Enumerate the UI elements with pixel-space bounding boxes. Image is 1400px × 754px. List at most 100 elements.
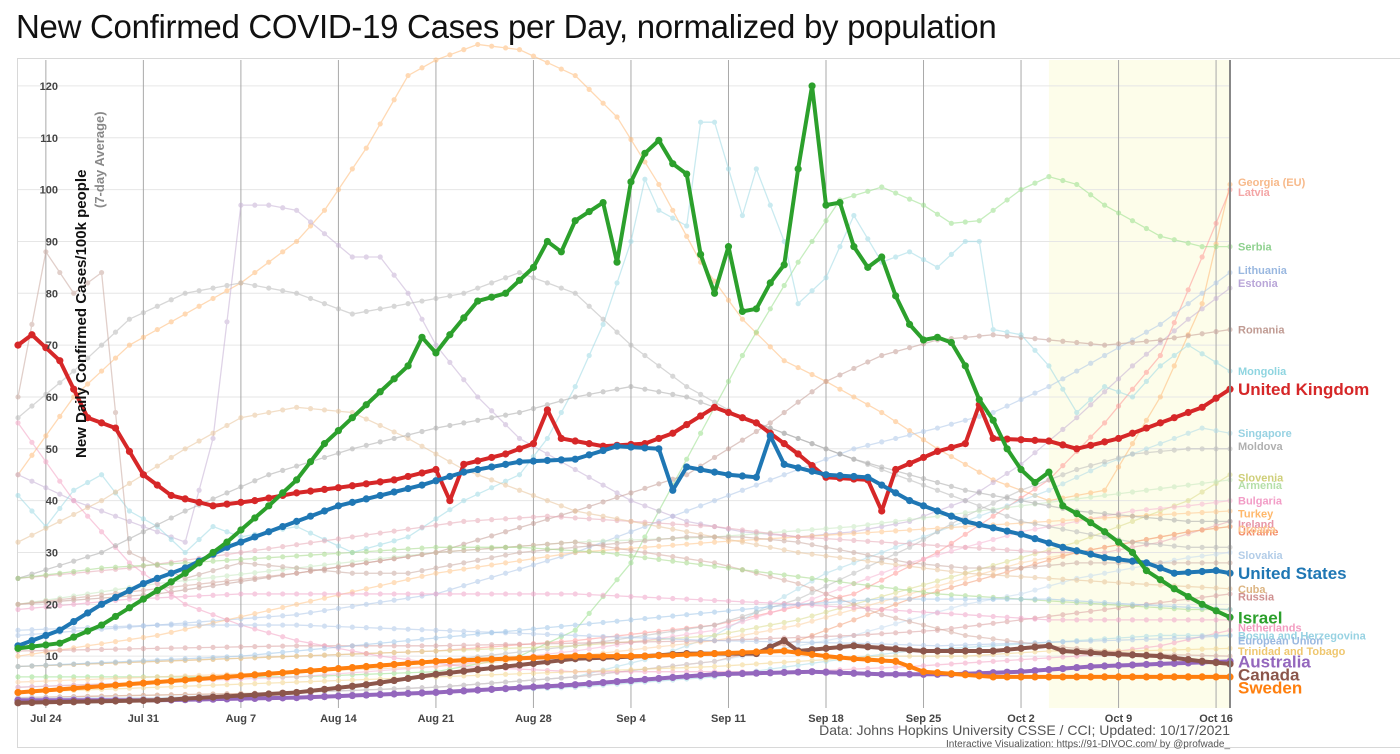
data-point <box>614 634 620 640</box>
data-point <box>1003 646 1011 654</box>
data-point <box>154 463 160 469</box>
data-point <box>153 481 161 489</box>
data-point <box>1102 202 1108 208</box>
data-point <box>934 610 941 616</box>
data-point <box>585 208 593 216</box>
data-point <box>15 601 21 607</box>
data-point <box>670 391 676 397</box>
data-point <box>1143 351 1150 357</box>
data-point <box>307 598 314 604</box>
data-point <box>97 419 106 427</box>
data-point <box>767 600 773 606</box>
data-point <box>502 478 509 484</box>
data-point <box>196 576 202 582</box>
data-credit: Data: Johns Hopkins University CSSE / CC… <box>819 722 1230 738</box>
data-point <box>879 409 885 416</box>
data-point <box>43 604 49 610</box>
data-point <box>1114 650 1123 658</box>
data-point <box>697 650 705 658</box>
data-point <box>447 422 453 429</box>
data-point <box>1074 539 1080 545</box>
data-point <box>1157 542 1163 548</box>
data-point <box>1143 602 1150 608</box>
data-point <box>1171 363 1177 369</box>
chart-frame <box>17 58 1400 748</box>
data-point <box>515 661 524 669</box>
series-line <box>17 479 1231 605</box>
data-point <box>15 679 21 685</box>
data-point <box>1017 673 1025 681</box>
data-point <box>1157 441 1163 447</box>
data-point <box>586 640 592 646</box>
data-point <box>878 507 886 515</box>
data-point <box>223 673 231 681</box>
y-tick-label: 110 <box>40 133 58 145</box>
data-point <box>516 627 523 633</box>
data-point <box>42 686 50 694</box>
data-point <box>948 653 954 659</box>
data-point <box>405 685 411 691</box>
data-point <box>266 614 272 620</box>
data-point <box>865 522 871 528</box>
data-point <box>488 293 496 301</box>
data-point <box>154 657 160 663</box>
data-point <box>306 458 315 466</box>
data-point <box>363 570 369 576</box>
data-point <box>655 445 663 453</box>
data-point <box>1059 665 1067 673</box>
data-point <box>836 198 844 207</box>
data-point <box>1156 419 1164 427</box>
data-point <box>572 648 578 654</box>
data-point <box>865 402 871 408</box>
data-point <box>962 334 968 340</box>
data-point <box>1074 409 1080 416</box>
data-point <box>586 303 592 309</box>
data-point <box>795 580 801 587</box>
data-point <box>294 463 300 469</box>
data-point <box>294 674 300 680</box>
series-grey-b <box>15 249 1233 582</box>
data-point <box>739 662 746 668</box>
data-point <box>642 544 648 550</box>
data-point <box>698 637 704 643</box>
data-point <box>516 678 523 684</box>
data-point <box>140 556 146 562</box>
data-point <box>530 545 537 551</box>
data-point <box>836 643 844 651</box>
end-label-cuba: Cuba <box>1238 584 1266 596</box>
data-point <box>57 478 63 484</box>
data-point <box>906 517 913 523</box>
data-point <box>321 645 328 651</box>
data-point <box>153 696 161 704</box>
x-tick-label: Aug 28 <box>515 713 552 725</box>
x-tick-label: Aug 7 <box>226 713 257 725</box>
data-point <box>433 591 439 597</box>
data-point <box>656 481 662 487</box>
data-point <box>893 435 899 442</box>
data-point <box>642 538 648 544</box>
data-point <box>29 574 35 580</box>
data-point <box>489 477 495 483</box>
data-point <box>307 640 314 646</box>
data-point <box>475 642 481 648</box>
data-point <box>724 408 733 417</box>
data-point <box>28 643 36 651</box>
data-point <box>558 285 564 291</box>
data-point <box>1087 662 1095 671</box>
data-point <box>14 341 22 349</box>
data-point <box>919 647 928 655</box>
data-point <box>335 569 342 575</box>
data-point <box>306 667 315 675</box>
data-point <box>893 590 899 596</box>
data-point <box>948 492 954 499</box>
data-point <box>558 540 564 546</box>
data-point <box>1102 544 1108 550</box>
data-point <box>404 674 412 683</box>
data-point <box>642 521 648 527</box>
data-point <box>767 536 773 543</box>
data-point <box>1114 555 1123 563</box>
y-tick-label: 60 <box>46 392 58 404</box>
data-point <box>1032 390 1038 396</box>
data-point <box>795 662 801 668</box>
data-point <box>280 654 286 660</box>
